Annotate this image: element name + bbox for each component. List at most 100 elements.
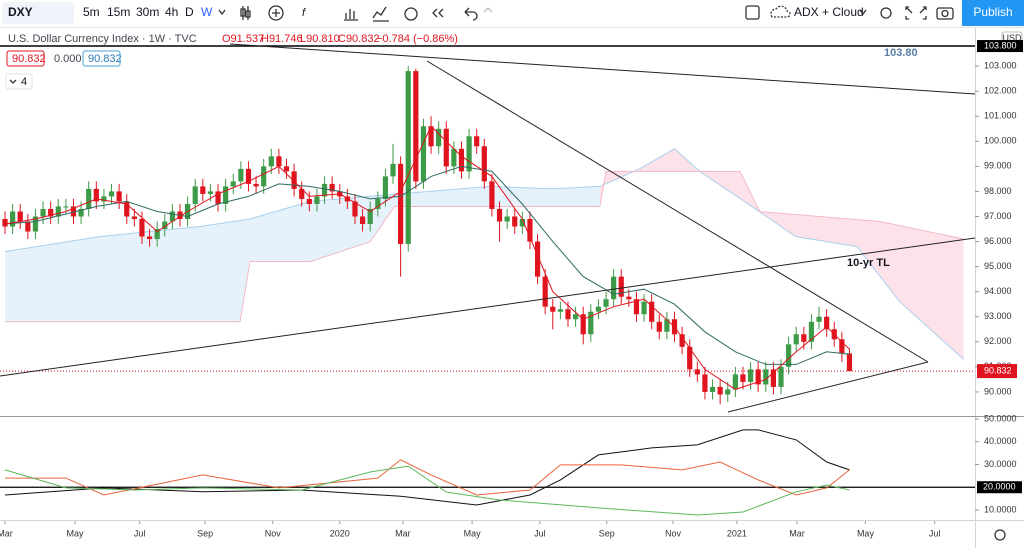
collapse-button[interactable] — [5, 73, 33, 90]
candle-body — [763, 369, 769, 385]
candle-body — [169, 211, 175, 222]
toolbar — [0, 0, 1024, 27]
candle-body — [786, 344, 792, 367]
candle-body — [778, 366, 784, 387]
last-price-label: 90.832 — [984, 365, 1012, 375]
y-tick-label: 94.000 — [984, 286, 1012, 296]
candle-body — [306, 198, 312, 204]
candle-body — [611, 276, 617, 300]
cloud-fill — [599, 148, 964, 360]
candle-body — [489, 181, 495, 209]
y-tick-label: 103.000 — [984, 60, 1017, 70]
y-tick-label: 101.000 — [984, 111, 1017, 121]
interval-menu-icon[interactable] — [218, 9, 226, 16]
compare-plus — [272, 9, 280, 17]
template-menu-icon[interactable] — [859, 9, 867, 16]
symbol-box[interactable] — [2, 2, 74, 24]
candle-body — [542, 276, 548, 307]
interval[interactable]: 4h — [165, 5, 178, 19]
candle-body — [299, 188, 305, 199]
candle-body — [557, 309, 563, 312]
legend-input-text: 90.832 — [12, 53, 46, 65]
interval[interactable]: 5m — [83, 5, 100, 19]
publish-button[interactable] — [962, 0, 1024, 26]
y-tick-label: 100.000 — [984, 136, 1017, 146]
compare-icon[interactable] — [268, 5, 284, 21]
legend-input[interactable] — [6, 50, 45, 67]
x-tick-label: Nov — [265, 528, 282, 538]
legend-title: U.S. Dollar Currency Index · 1W · TVC — [8, 33, 197, 45]
layout-icon[interactable] — [745, 5, 760, 20]
candle-body — [78, 208, 84, 217]
candle-body — [352, 201, 358, 217]
candle-body — [626, 296, 632, 300]
indicators-icon[interactable]: f — [302, 7, 306, 19]
y-tick-label: 93.000 — [984, 311, 1012, 321]
indicator-template[interactable]: ADX + Cloud — [794, 5, 864, 19]
candle-body — [238, 168, 244, 182]
y-tick-label: 30.0000 — [984, 459, 1017, 469]
settings-icon[interactable] — [880, 7, 892, 19]
candle-body — [466, 136, 472, 172]
candle-body — [687, 346, 693, 370]
x-tick-label: Mar — [789, 528, 805, 538]
symbol[interactable]: DXY — [8, 5, 33, 19]
legend-input-text: 0.000 — [54, 53, 82, 65]
y-tick-label: 97.000 — [984, 211, 1012, 221]
fullscreen-icon[interactable] — [905, 6, 927, 20]
adx-pane — [0, 429, 975, 516]
y-tick-label: 10.0000 — [984, 504, 1017, 514]
candle-body — [382, 176, 389, 199]
candle-body — [314, 196, 320, 204]
candle-body — [10, 211, 16, 227]
currency: USD — [1002, 33, 1022, 43]
y-tick-label: 99.000 — [984, 161, 1012, 171]
candle-body — [276, 156, 282, 167]
redo-icon[interactable] — [483, 7, 493, 13]
candle-body — [223, 186, 229, 204]
candle-body — [512, 216, 518, 227]
replay-icon[interactable] — [432, 8, 444, 18]
interval-active[interactable]: W — [201, 5, 213, 19]
x-tick-label: Nov — [665, 528, 682, 538]
candle-body — [808, 321, 815, 342]
moving-average — [4, 165, 850, 365]
chart-type-icon[interactable] — [240, 6, 251, 20]
y-tick-label: 50.0000 — [984, 413, 1017, 423]
candle-body — [17, 211, 23, 222]
candle-body — [633, 299, 640, 315]
level-label: 20.0000 — [983, 482, 1016, 492]
undo-icon[interactable] — [464, 7, 478, 21]
x-tick-label: 2021 — [727, 528, 747, 538]
interval[interactable]: 15m — [107, 5, 130, 19]
candle-body — [618, 276, 624, 297]
x-tick-label: Jul — [534, 528, 546, 538]
x-tick-label: Jul — [929, 528, 941, 538]
candle-body — [375, 198, 381, 209]
publish-label[interactable]: Publish — [973, 5, 1012, 19]
candle-body — [550, 306, 556, 312]
candle-body — [413, 71, 419, 182]
candle-body — [519, 218, 525, 227]
candle-body — [443, 128, 449, 167]
templates-icon[interactable] — [372, 6, 389, 22]
interval[interactable]: D — [185, 5, 194, 19]
candle-body — [268, 156, 274, 167]
interval[interactable]: 30m — [136, 5, 159, 19]
alert-icon[interactable] — [404, 7, 418, 21]
candle-body — [131, 216, 137, 219]
candle-body — [192, 186, 198, 204]
candle-body — [405, 71, 411, 245]
level-label: 103.800 — [984, 40, 1017, 50]
cloud-span — [5, 170, 964, 323]
snapshot-icon[interactable] — [936, 7, 954, 20]
x-tick-label: May — [464, 528, 482, 538]
legend-input[interactable] — [82, 50, 121, 67]
axis-settings-icon[interactable] — [994, 529, 1006, 541]
candle-body — [428, 126, 434, 147]
candle-body — [253, 183, 259, 187]
candle-body — [824, 316, 830, 330]
moving-average — [4, 125, 850, 390]
candle-body — [359, 216, 366, 225]
financials-icon[interactable] — [344, 9, 358, 21]
